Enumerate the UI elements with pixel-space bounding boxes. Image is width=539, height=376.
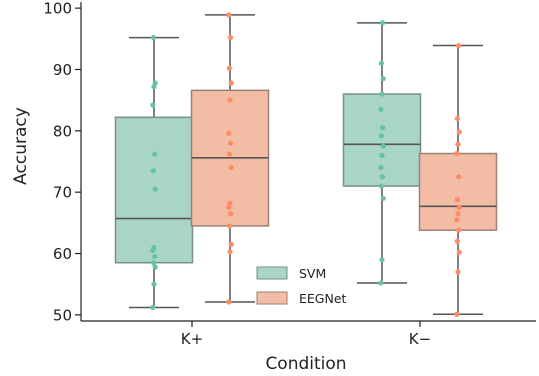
box-eegnet-1 — [190, 14, 270, 303]
point-eegnet-2-3 — [456, 249, 462, 255]
point-eegnet-1-1 — [226, 299, 232, 305]
point-eegnet-2-12 — [455, 141, 461, 147]
legend-label-svm: SVM — [299, 266, 326, 281]
box-body-eegnet-2 — [418, 152, 498, 231]
point-eegnet-2-15 — [456, 42, 462, 49]
point-eegnet-2-11 — [454, 150, 460, 157]
point-svm-2-12 — [379, 91, 385, 97]
x-tick-label-1: K+ — [181, 330, 203, 348]
point-eegnet-2-4 — [454, 238, 460, 244]
point-svm-2-10 — [380, 125, 386, 131]
y-tick-label-100: 100 — [43, 0, 72, 18]
legend: SVM EEGNet — [256, 266, 347, 306]
point-svm-2-3 — [380, 195, 386, 201]
y-tick-label-70: 70 — [53, 184, 72, 202]
legend-swatch-eegnet — [256, 291, 288, 305]
point-svm-2-11 — [378, 106, 384, 112]
point-eegnet-2-10 — [456, 174, 462, 180]
point-eegnet-1-13 — [228, 80, 234, 86]
point-eegnet-2-1 — [454, 311, 460, 317]
point-eegnet-1-2 — [227, 249, 233, 255]
point-eegnet-1-8 — [228, 165, 234, 171]
point-eegnet-1-16 — [226, 12, 232, 18]
point-svm-2-14 — [378, 60, 384, 66]
point-svm-1-9 — [150, 168, 156, 174]
point-eegnet-2-9 — [454, 196, 460, 203]
point-svm-2-15 — [380, 20, 386, 26]
x-axis-title: Condition — [265, 354, 346, 374]
point-svm-1-10 — [152, 151, 158, 157]
point-svm-1-8 — [152, 186, 158, 192]
point-svm-1-3 — [152, 264, 158, 270]
y-tick-label-50: 50 — [53, 306, 72, 324]
point-eegnet-2-14 — [454, 115, 460, 122]
y-tick-label-80: 80 — [53, 122, 72, 140]
point-eegnet-1-15 — [228, 34, 234, 41]
point-svm-1-1 — [150, 304, 156, 311]
point-svm-1-11 — [150, 102, 156, 108]
y-axis-title: Accuracy — [11, 107, 31, 185]
point-eegnet-1-12 — [227, 97, 233, 103]
point-svm-1-4 — [150, 260, 156, 266]
point-eegnet-1-10 — [228, 140, 234, 146]
point-svm-2-8 — [380, 143, 386, 149]
legend-swatch-svm — [256, 266, 288, 280]
point-eegnet-1-4 — [226, 223, 232, 229]
point-eegnet-1-7 — [227, 200, 233, 206]
point-eegnet-1-11 — [226, 130, 232, 136]
point-svm-1-13 — [152, 80, 158, 86]
point-eegnet-2-7 — [455, 211, 461, 217]
point-svm-2-4 — [378, 183, 384, 189]
point-svm-2-2 — [379, 257, 385, 263]
point-svm-2-9 — [378, 133, 384, 139]
point-svm-1-2 — [151, 281, 157, 287]
y-tick-label-90: 90 — [53, 61, 72, 79]
point-eegnet-2-2 — [455, 269, 461, 275]
x-tick-label-2: K− — [409, 330, 431, 348]
point-eegnet-1-3 — [228, 241, 234, 247]
point-eegnet-2-13 — [456, 129, 462, 135]
point-svm-1-5 — [152, 253, 158, 260]
point-eegnet-2-6 — [454, 217, 460, 223]
point-eegnet-2-8 — [456, 204, 462, 211]
point-eegnet-1-5 — [228, 211, 234, 217]
point-svm-2-5 — [380, 174, 386, 180]
point-svm-2-1 — [378, 280, 384, 286]
legend-label-eegnet: EEGNet — [299, 291, 347, 306]
point-svm-2-13 — [380, 76, 386, 82]
y-tick-label-60: 60 — [53, 245, 72, 263]
point-eegnet-1-14 — [226, 65, 232, 71]
point-svm-2-6 — [378, 165, 384, 171]
point-eegnet-2-5 — [456, 227, 462, 233]
point-svm-1-7 — [151, 244, 157, 250]
point-svm-1-14 — [150, 34, 156, 41]
point-eegnet-1-9 — [226, 151, 232, 157]
point-eegnet-1-6 — [226, 204, 232, 211]
box-eegnet-2 — [418, 44, 498, 316]
point-svm-2-7 — [379, 152, 385, 158]
